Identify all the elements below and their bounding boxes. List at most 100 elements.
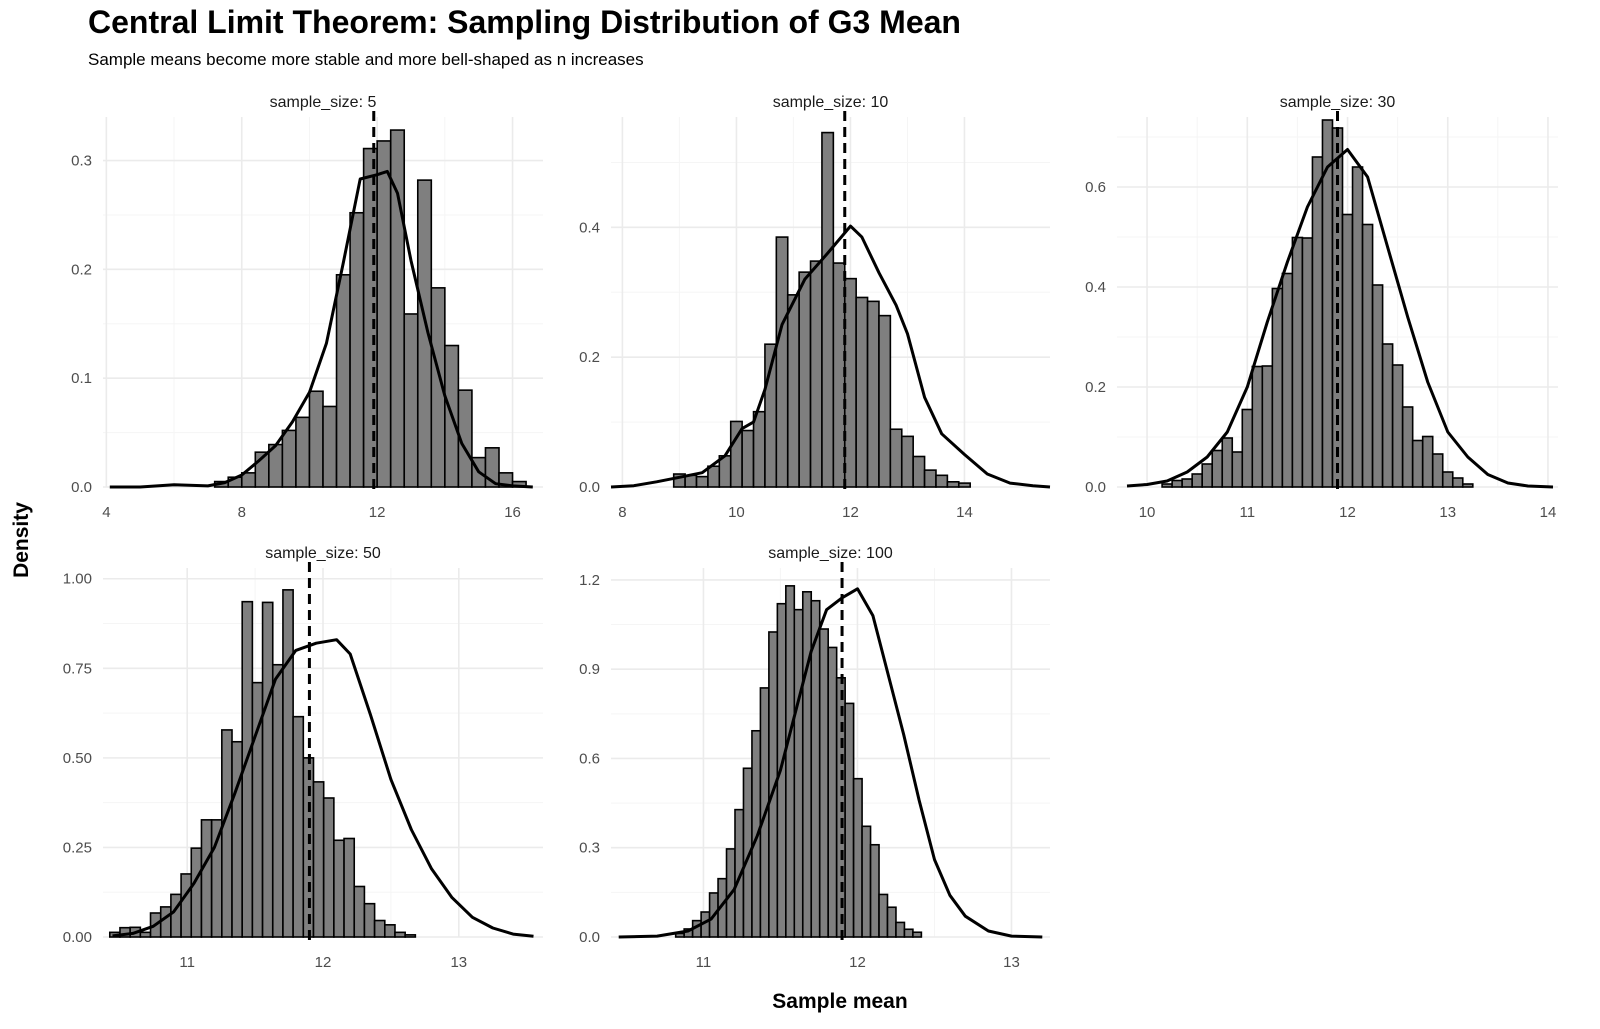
histogram-bar [349,211,365,488]
y-tick-label: 0.2 [579,349,600,366]
histogram-bar [1291,236,1304,488]
y-tick-label: 0.1 [71,370,92,387]
facet-strip-label: sample_size: 50 [265,545,381,562]
histogram-bar [1171,479,1183,488]
facet-panel: 8 10 12 14 0.0 0.2 0.4 sample_size: 10 [579,94,1051,521]
histogram-bar [1311,156,1324,488]
y-tick-label: 0.0 [579,479,600,496]
histogram-bar [832,262,846,488]
histogram-bar [312,781,325,938]
histogram-bar [1411,439,1424,488]
facet-strip-label: sample_size: 100 [768,545,893,562]
histogram-bar [827,646,838,938]
histogram-bar [281,429,297,488]
facet-strip-label: sample_size: 10 [773,94,889,111]
histogram-bar [809,260,823,488]
x-tick-label: 14 [1540,504,1557,521]
histogram-bar [1221,437,1234,488]
histogram-bar [394,931,406,938]
y-tick-label: 0.0 [579,929,600,946]
histogram-bar [1271,287,1284,488]
facet-panel: 10 11 12 13 14 0.0 0.2 0.4 0.6 sample_size: 30 [1085,94,1558,521]
y-tick-label: 0.4 [579,219,600,236]
histogram-bar [801,591,813,938]
x-tick-label: 14 [956,504,973,521]
histogram-bar [861,825,872,938]
histogram-bar [335,273,351,488]
histogram-bar [793,608,804,938]
histogram-bar [1211,449,1224,488]
histogram-bar [785,585,796,938]
histogram-bar [866,300,880,488]
histogram-bar [353,885,366,938]
y-tick-label: 0.6 [1085,179,1106,196]
histogram-bar [159,906,172,938]
density-curve [610,224,1051,489]
histogram-bar [1441,471,1454,488]
histogram-bar [404,934,417,938]
histogram-bar [1371,284,1384,488]
y-tick-label: 1.2 [579,572,600,589]
x-tick-label: 13 [1439,504,1456,521]
y-tick-label: 0.00 [63,929,92,946]
facet-panel: 4 8 12 16 0.0 0.1 0.2 0.3 sample_size: 5 [71,94,543,521]
histogram-bar [308,390,324,488]
histogram-bar [1391,364,1404,488]
x-tick-label: 10 [1139,504,1156,521]
histogram-bar [843,277,857,488]
histogram-bar [695,475,709,488]
histogram-bar [343,837,356,938]
x-tick-label: 11 [179,954,195,971]
x-axis-label: Sample mean [772,990,908,1013]
histogram-bar [1351,166,1364,488]
histogram-bar [1281,272,1294,488]
histogram-bar [946,481,960,488]
y-tick-label: 0.2 [1085,379,1106,396]
density-curve [112,638,534,938]
y-tick-label: 0.6 [579,750,600,767]
histogram-bar [1201,463,1214,488]
histogram-bar [376,140,392,488]
histogram-bar [292,715,305,938]
histogram-bar [261,601,274,938]
histogram-bar [1301,237,1314,488]
histogram-bar [363,902,376,938]
histogram-bar [957,482,971,488]
histogram-bar [322,405,338,488]
histogram-bar [302,757,315,938]
histogram-bar [190,847,203,938]
histogram-bar [373,919,386,938]
histogram-bar [1241,408,1254,488]
histogram-bar [1181,478,1193,488]
x-tick-label: 8 [618,504,626,521]
y-tick-label: 1.00 [63,571,92,588]
x-tick-label: 16 [504,504,521,521]
histogram-bar [1341,213,1354,488]
histogram-bar [383,924,396,938]
histogram-bar [869,843,880,938]
histogram-bar [1401,406,1414,488]
histogram-bar [855,296,869,488]
density-curve [1126,148,1554,489]
histogram-bar [903,928,914,938]
histogram-bar [403,313,419,488]
x-tick-label: 12 [842,504,859,521]
histogram-bar [271,663,284,938]
histogram-bar [1361,223,1374,488]
histogram-bar [844,702,855,938]
histogram-bar [707,465,721,488]
y-tick-label: 0.0 [1085,479,1106,496]
facet-strip-label: sample_size: 5 [270,94,377,111]
histogram-bar [1191,473,1203,488]
histogram-bar [221,729,233,938]
histogram-bar [231,740,243,938]
histogram-bar [1161,483,1173,488]
histogram-bar [786,294,800,488]
histogram-bar [912,455,926,488]
histogram-bar [1251,365,1264,488]
y-tick-label: 0.2 [71,261,92,278]
histogram-bar [923,469,937,488]
histogram-bar [170,893,182,938]
histogram-bar [282,589,294,938]
y-tick-label: 0.50 [63,750,92,767]
